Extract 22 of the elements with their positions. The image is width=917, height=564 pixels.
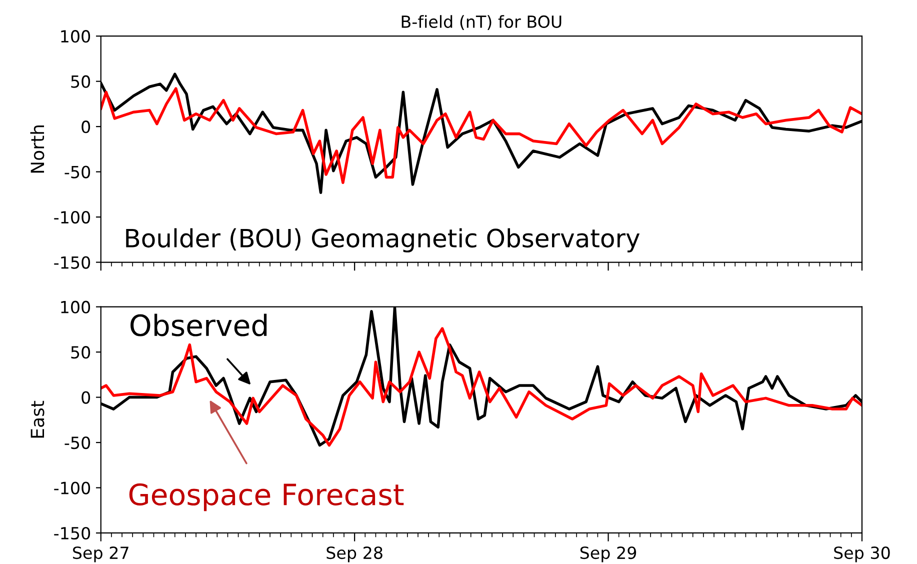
annotation: Observed <box>130 314 267 336</box>
annotation: Boulder (BOU) Geomagnetic Observatory <box>126 228 640 252</box>
y-tick-label: 0 <box>82 120 90 134</box>
y-axis-title: North <box>30 125 44 173</box>
y-tick-label: 50 <box>71 75 90 88</box>
x-tick-label: Sep 28 <box>326 546 382 562</box>
y-axis-title: East <box>30 400 44 438</box>
y-tick-label: -150 <box>54 256 90 269</box>
chart-title: B-field (nT) for BOU <box>402 15 562 30</box>
y-tick-label: 100 <box>61 300 90 314</box>
y-tick-label: 0 <box>82 391 90 404</box>
y-tick-label: -100 <box>54 482 90 494</box>
y-tick-label: 100 <box>61 30 90 43</box>
x-tick-label: Sep 29 <box>580 546 636 562</box>
y-tick-label: -50 <box>64 436 90 450</box>
y-tick-label: 50 <box>71 346 90 359</box>
y-tick-label: -150 <box>54 526 90 540</box>
x-tick-label: Sep 30 <box>834 546 890 562</box>
y-tick-label: -50 <box>64 166 90 178</box>
x-tick-label: Sep 27 <box>73 546 128 562</box>
y-tick-label: -100 <box>54 210 90 224</box>
annotation: Geospace Forecast <box>129 483 404 512</box>
